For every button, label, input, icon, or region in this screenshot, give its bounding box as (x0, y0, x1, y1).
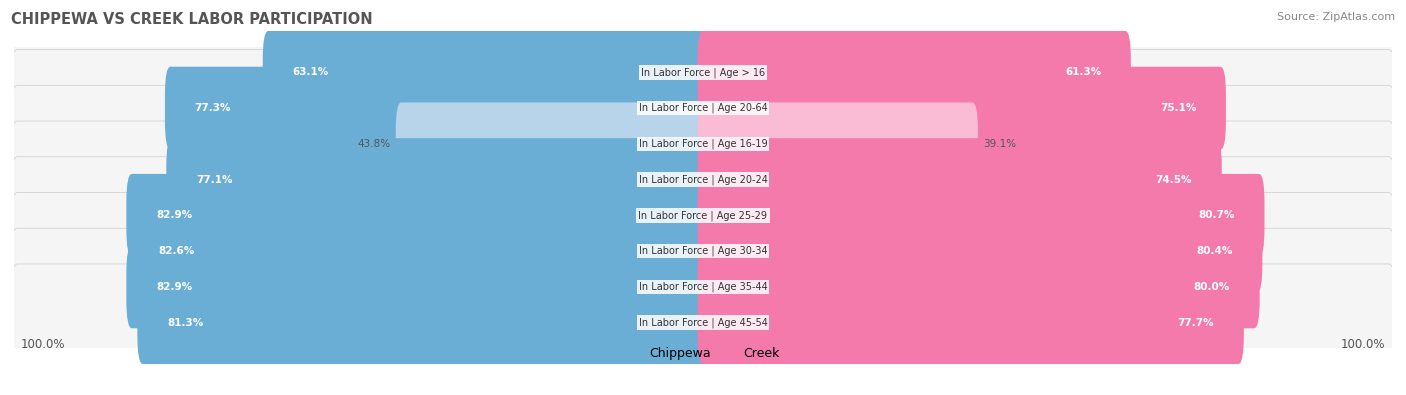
FancyBboxPatch shape (166, 138, 709, 221)
FancyBboxPatch shape (697, 174, 1264, 257)
FancyBboxPatch shape (395, 102, 709, 185)
Text: 80.7%: 80.7% (1198, 211, 1234, 220)
Text: In Labor Force | Age 25-29: In Labor Force | Age 25-29 (638, 210, 768, 221)
FancyBboxPatch shape (10, 121, 1396, 238)
Text: 82.9%: 82.9% (156, 282, 193, 292)
Text: 43.8%: 43.8% (357, 139, 391, 149)
Text: 77.1%: 77.1% (195, 175, 232, 184)
FancyBboxPatch shape (697, 31, 1130, 114)
Text: 77.7%: 77.7% (1178, 318, 1215, 327)
Text: In Labor Force | Age 16-19: In Labor Force | Age 16-19 (638, 139, 768, 149)
FancyBboxPatch shape (10, 228, 1396, 346)
Text: 82.9%: 82.9% (156, 211, 193, 220)
Text: 39.1%: 39.1% (983, 139, 1015, 149)
Text: 80.4%: 80.4% (1197, 246, 1233, 256)
Text: 100.0%: 100.0% (21, 338, 66, 351)
Legend: Chippewa, Creek: Chippewa, Creek (621, 342, 785, 365)
FancyBboxPatch shape (128, 210, 709, 293)
Text: 100.0%: 100.0% (1340, 338, 1385, 351)
Text: CHIPPEWA VS CREEK LABOR PARTICIPATION: CHIPPEWA VS CREEK LABOR PARTICIPATION (11, 12, 373, 27)
FancyBboxPatch shape (138, 281, 709, 364)
Text: In Labor Force | Age 20-24: In Labor Force | Age 20-24 (638, 174, 768, 185)
Text: Source: ZipAtlas.com: Source: ZipAtlas.com (1277, 12, 1395, 22)
FancyBboxPatch shape (697, 138, 1222, 221)
Text: 80.0%: 80.0% (1194, 282, 1230, 292)
FancyBboxPatch shape (697, 67, 1226, 150)
Text: 75.1%: 75.1% (1160, 103, 1197, 113)
FancyBboxPatch shape (697, 245, 1260, 328)
FancyBboxPatch shape (10, 192, 1396, 310)
FancyBboxPatch shape (697, 102, 979, 185)
FancyBboxPatch shape (10, 264, 1396, 381)
Text: In Labor Force | Age 35-44: In Labor Force | Age 35-44 (638, 282, 768, 292)
Text: 81.3%: 81.3% (167, 318, 204, 327)
Text: 61.3%: 61.3% (1064, 68, 1101, 77)
Text: 77.3%: 77.3% (194, 103, 231, 113)
FancyBboxPatch shape (10, 14, 1396, 131)
FancyBboxPatch shape (10, 157, 1396, 274)
FancyBboxPatch shape (263, 31, 709, 114)
FancyBboxPatch shape (697, 210, 1263, 293)
Text: 82.6%: 82.6% (157, 246, 194, 256)
FancyBboxPatch shape (10, 49, 1396, 167)
FancyBboxPatch shape (697, 281, 1244, 364)
FancyBboxPatch shape (10, 85, 1396, 203)
FancyBboxPatch shape (127, 245, 709, 328)
FancyBboxPatch shape (165, 67, 709, 150)
Text: In Labor Force | Age 30-34: In Labor Force | Age 30-34 (638, 246, 768, 256)
Text: In Labor Force | Age > 16: In Labor Force | Age > 16 (641, 67, 765, 78)
Text: 63.1%: 63.1% (292, 68, 329, 77)
Text: In Labor Force | Age 20-64: In Labor Force | Age 20-64 (638, 103, 768, 113)
Text: In Labor Force | Age 45-54: In Labor Force | Age 45-54 (638, 317, 768, 328)
FancyBboxPatch shape (127, 174, 709, 257)
Text: 74.5%: 74.5% (1156, 175, 1192, 184)
